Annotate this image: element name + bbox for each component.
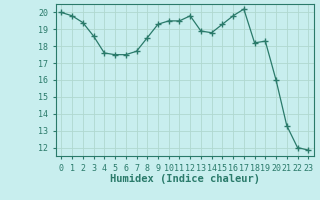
X-axis label: Humidex (Indice chaleur): Humidex (Indice chaleur)	[110, 174, 260, 184]
